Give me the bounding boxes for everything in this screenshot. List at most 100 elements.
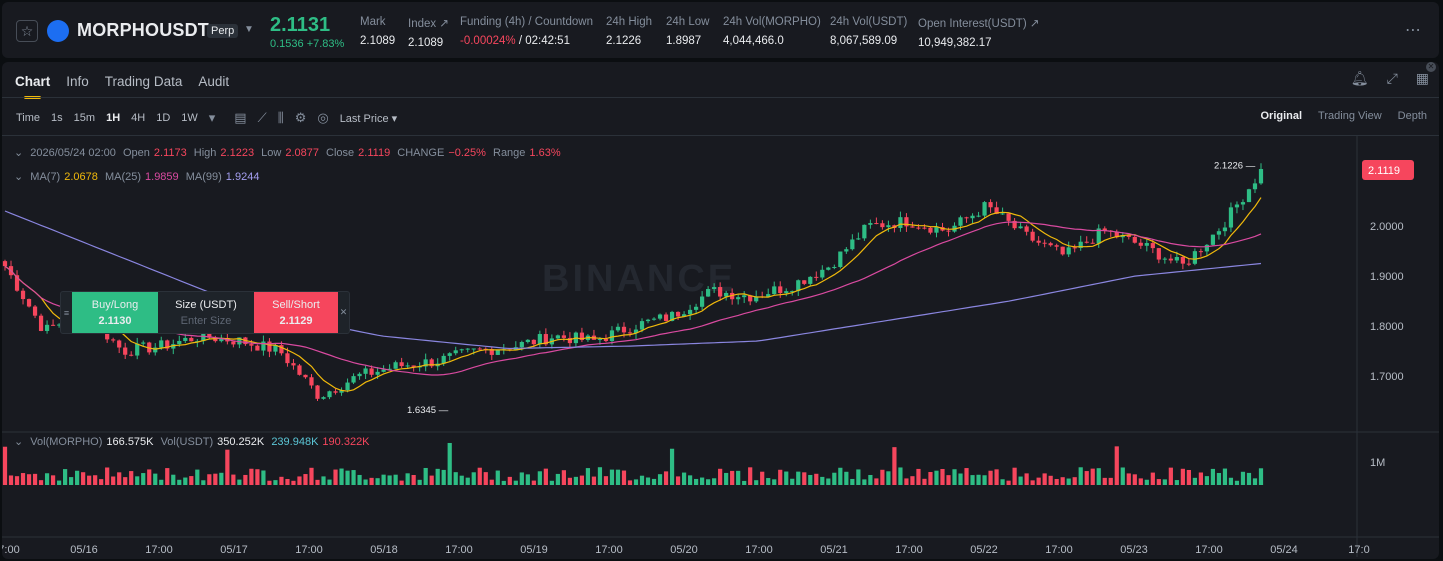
candle-body <box>141 342 146 344</box>
candle-body <box>1072 247 1077 249</box>
volume-bar <box>1042 473 1047 485</box>
candle-body <box>742 295 747 298</box>
calendar-icon[interactable]: ▤ <box>234 110 247 125</box>
candle-body <box>219 337 224 342</box>
candle-body <box>465 348 470 350</box>
interval-1d[interactable]: 1D <box>156 112 171 124</box>
quick-order-bar: ≡ Buy/Long 2.1130 Size (USDT) Enter Size S… <box>60 291 350 334</box>
volume-bar <box>1144 479 1149 485</box>
candle-body <box>1096 228 1101 244</box>
tab-audit[interactable]: Audit <box>198 74 230 89</box>
candle-body <box>844 249 849 252</box>
candle-body <box>928 227 933 233</box>
settings-icon[interactable]: ⚙ <box>294 110 307 125</box>
drag-handle-icon[interactable]: ≡ <box>63 307 70 318</box>
candle-body <box>766 294 771 297</box>
candle-body <box>20 290 26 300</box>
volume-bar <box>952 469 957 485</box>
time-tick-label: 17:00 <box>445 544 473 556</box>
tab-info[interactable]: Info <box>66 74 89 89</box>
stat-index[interactable]: Index ↗ 2.1089 <box>408 18 449 49</box>
candle-body <box>579 332 585 341</box>
candle-body <box>706 289 711 297</box>
volume-bar <box>267 480 272 485</box>
favorite-star-icon[interactable]: ☆ <box>16 20 38 42</box>
volume-bar <box>333 469 338 485</box>
candle-body <box>279 345 284 354</box>
more-options-icon[interactable]: ⋯ <box>1405 22 1421 39</box>
candle-body <box>1102 228 1107 231</box>
tab-chart[interactable]: Chart <box>15 74 50 99</box>
interval-4h[interactable]: 4H <box>131 112 146 124</box>
view-depth[interactable]: Depth <box>1397 110 1427 122</box>
candle-body <box>1150 243 1155 249</box>
candle-body <box>135 343 140 356</box>
symbol-dropdown-icon[interactable]: ▼ <box>244 24 254 35</box>
candle-body <box>495 350 500 355</box>
interval-time[interactable]: Time <box>16 112 41 124</box>
sell-short-button[interactable]: Sell/Short 2.1129 <box>254 292 338 333</box>
price-tick-label: 1.7000 <box>1370 371 1404 383</box>
stat-open-interest[interactable]: Open Interest(USDT) ↗ 10,949,382.17 <box>918 18 1040 49</box>
volume-bar <box>135 476 140 485</box>
tab-trading-data[interactable]: Trading Data <box>104 74 183 89</box>
candle-body <box>387 368 392 370</box>
volume-legend: ⌄ Vol(MORPHO) 166.575K Vol(USDT) 350.252K … <box>14 436 370 448</box>
price-chart[interactable]: 2.00001.90001.80001.70001M7:0005/1617:00… <box>2 136 1439 557</box>
interval-1h[interactable]: 1H <box>106 112 121 124</box>
volume-bar <box>87 475 92 485</box>
buy-long-button[interactable]: Buy/Long 2.1130 <box>72 292 158 333</box>
volume-bar <box>1096 468 1101 485</box>
volume-bar <box>1192 477 1197 485</box>
symbol-name[interactable]: MORPHOUSDT <box>77 20 209 40</box>
time-tick-label: 05/18 <box>370 544 398 556</box>
interval-15m[interactable]: 15m <box>73 112 96 124</box>
indicator-icon[interactable]: ⟋ <box>257 110 267 125</box>
candle-body <box>50 324 56 326</box>
candle-body <box>1042 242 1047 244</box>
candle-body <box>1240 202 1246 205</box>
candle-body <box>1126 235 1131 237</box>
volume-bar <box>693 478 699 485</box>
candle-type-icon[interactable]: ⫼ <box>277 110 284 125</box>
candle-body <box>1114 231 1119 238</box>
volume-bar <box>621 470 627 485</box>
volume-bar <box>441 469 446 485</box>
candle-body <box>796 280 801 292</box>
volume-bar <box>483 472 488 485</box>
bell-icon[interactable]: 🔔︎ <box>1350 70 1369 86</box>
fullscreen-icon[interactable]: ⤢ <box>1386 70 1398 86</box>
volume-bar <box>730 470 735 485</box>
candle-body <box>32 306 38 316</box>
size-input[interactable]: Size (USDT) Enter Size <box>175 299 237 327</box>
view-original[interactable]: Original <box>1260 110 1303 122</box>
target-icon[interactable]: ◎ <box>317 110 329 125</box>
volume-bar <box>69 477 74 485</box>
interval-1w[interactable]: 1W <box>181 112 198 124</box>
close-icon[interactable]: ✕ <box>1426 62 1436 72</box>
volume-bar <box>603 476 609 485</box>
candle-body <box>712 287 717 290</box>
candle-body <box>832 266 837 268</box>
candle-body <box>1252 183 1258 190</box>
volume-bar <box>922 478 927 485</box>
candle-body <box>700 296 705 307</box>
candle-body <box>1258 169 1264 184</box>
interval-1s[interactable]: 1s <box>51 112 63 124</box>
candle-body <box>1138 242 1143 246</box>
candle-body <box>561 335 566 338</box>
volume-bar <box>1048 475 1053 485</box>
view-trading-view[interactable]: Trading View <box>1318 110 1382 122</box>
candle-body <box>868 223 873 225</box>
volume-bar <box>555 473 560 485</box>
volume-bar <box>886 471 891 485</box>
volume-bar <box>1120 467 1125 485</box>
volume-bar <box>231 474 236 485</box>
candle-body <box>489 349 494 355</box>
volume-bar <box>183 477 188 485</box>
price-type-select[interactable]: Last Price ▾ <box>339 112 398 125</box>
volume-bar <box>153 473 158 485</box>
grid-layout-icon[interactable]: ▦ <box>1415 70 1429 86</box>
close-order-bar-icon[interactable]: ✕ <box>339 307 348 317</box>
interval-dropdown-icon[interactable]: ▾ <box>208 110 216 125</box>
